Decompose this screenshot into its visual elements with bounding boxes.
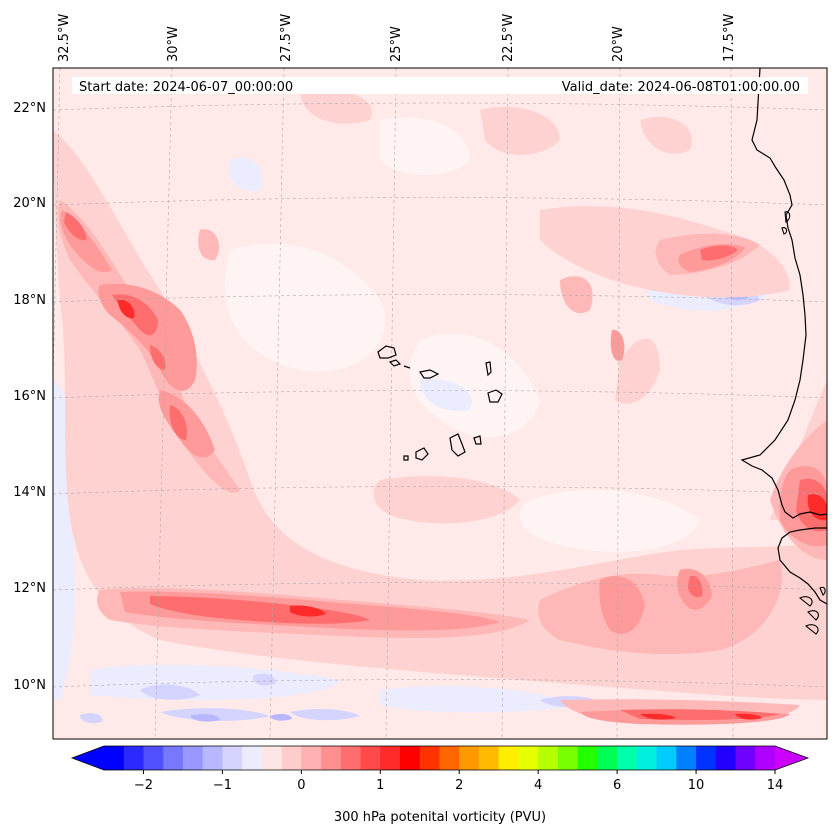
islands (781, 211, 826, 635)
lat-label-14n: 14°N (13, 485, 46, 500)
colorbar-segment (735, 746, 756, 770)
colorbar-segment (400, 746, 421, 770)
lon-label-30w: 30°W (166, 26, 181, 62)
colorbar-segment (182, 746, 204, 770)
lon-label-32-5w: 32.5°W (57, 14, 72, 62)
colorbar-segment (261, 746, 283, 770)
colorbar-segment (340, 746, 362, 770)
lat-label-18n: 18°N (13, 293, 46, 308)
colorbar-segment (538, 746, 559, 770)
colorbar-segments (104, 746, 776, 770)
colorbar-tick-label: −1 (213, 778, 232, 793)
colorbar-segment (143, 746, 164, 770)
map-frame (52, 67, 828, 740)
colorbar: −2 −1 0 1 2 4 6 10 14 300 hPa potenital vorticit… (70, 745, 810, 825)
colorbar-segment (656, 746, 677, 770)
colorbar-segment (419, 746, 441, 770)
colorbar-segment (636, 746, 658, 770)
lon-label-22-5w: 22.5°W (501, 14, 516, 62)
colorbar-tick-label: −2 (134, 778, 153, 793)
lon-label-17-5w: 17.5°W (722, 14, 737, 62)
graticule (53, 68, 827, 739)
colorbar-tick-label: 1 (376, 778, 384, 793)
colorbar-segment (104, 746, 125, 770)
colorbar-segment (380, 746, 401, 770)
map-panel (52, 67, 828, 740)
colorbar-segment (202, 746, 224, 770)
lat-label-12n: 12°N (13, 581, 46, 596)
start-date-text: Start date: 2024-06-07_00:00:00 (79, 80, 293, 95)
colorbar-tick-label: 10 (688, 778, 705, 793)
colorbar-segment (498, 746, 520, 770)
colorbar-segment (518, 746, 539, 770)
lon-label-25w: 25°W (389, 26, 404, 62)
colorbar-over-arrow (775, 746, 808, 770)
colorbar-segment (459, 746, 480, 770)
lon-label-27-5w: 27.5°W (279, 14, 294, 62)
colorbar-segment (360, 746, 381, 770)
africa-coastline (740, 68, 827, 605)
colorbar-tick-label: 0 (297, 778, 305, 793)
colorbar-label: 300 hPa potenital vorticity (PVU) (334, 810, 546, 825)
valid-date-text: Valid_date: 2024-06-08T01:00:00.00 (562, 80, 800, 95)
latitude-labels: 22°N 20°N 18°N 16°N 14°N 12°N 10°N (13, 101, 46, 693)
colorbar-outline (70, 745, 810, 771)
colorbar-tick-label: 6 (613, 778, 621, 793)
colorbar-tick-label: 2 (455, 778, 463, 793)
pv-field (53, 68, 827, 739)
colorbar-segment (439, 746, 460, 770)
colorbar-segment (321, 746, 342, 770)
header-box: Start date: 2024-06-07_00:00:00 Valid_da… (72, 77, 808, 95)
lat-label-20n: 20°N (13, 196, 46, 211)
colorbar-segment (123, 746, 145, 770)
colorbar-segment (222, 746, 243, 770)
colorbar-segment (163, 746, 184, 770)
colorbar-ticks: −2 −1 0 1 2 4 6 10 14 (134, 770, 783, 793)
colorbar-segment (755, 746, 776, 770)
header-background (72, 77, 808, 94)
colorbar-segment (597, 746, 618, 770)
colorbar-segment (715, 746, 737, 770)
lat-label-16n: 16°N (13, 389, 46, 404)
colorbar-segment (557, 746, 579, 770)
colorbar-under-arrow (72, 746, 104, 770)
colorbar-segment (696, 746, 717, 770)
pv-weak-areas (224, 117, 700, 552)
colorbar-segment (617, 746, 638, 770)
lon-label-20w: 20°W (611, 26, 626, 62)
colorbar-tick-label: 14 (767, 778, 784, 793)
colorbar-tick-label: 4 (534, 778, 542, 793)
colorbar-segment (577, 746, 598, 770)
cape-verde-islands (377, 345, 503, 461)
colorbar-segment (676, 746, 697, 770)
pv-maximum (118, 299, 827, 720)
lat-label-10n: 10°N (13, 678, 46, 693)
colorbar-segment (301, 746, 322, 770)
colorbar-segment (242, 746, 263, 770)
longitude-labels: 32.5°W 30°W 27.5°W 25°W 22.5°W 20°W 17.5… (57, 14, 737, 62)
colorbar-segment (281, 746, 302, 770)
lat-label-22n: 22°N (13, 101, 46, 116)
colorbar-segment (478, 746, 500, 770)
